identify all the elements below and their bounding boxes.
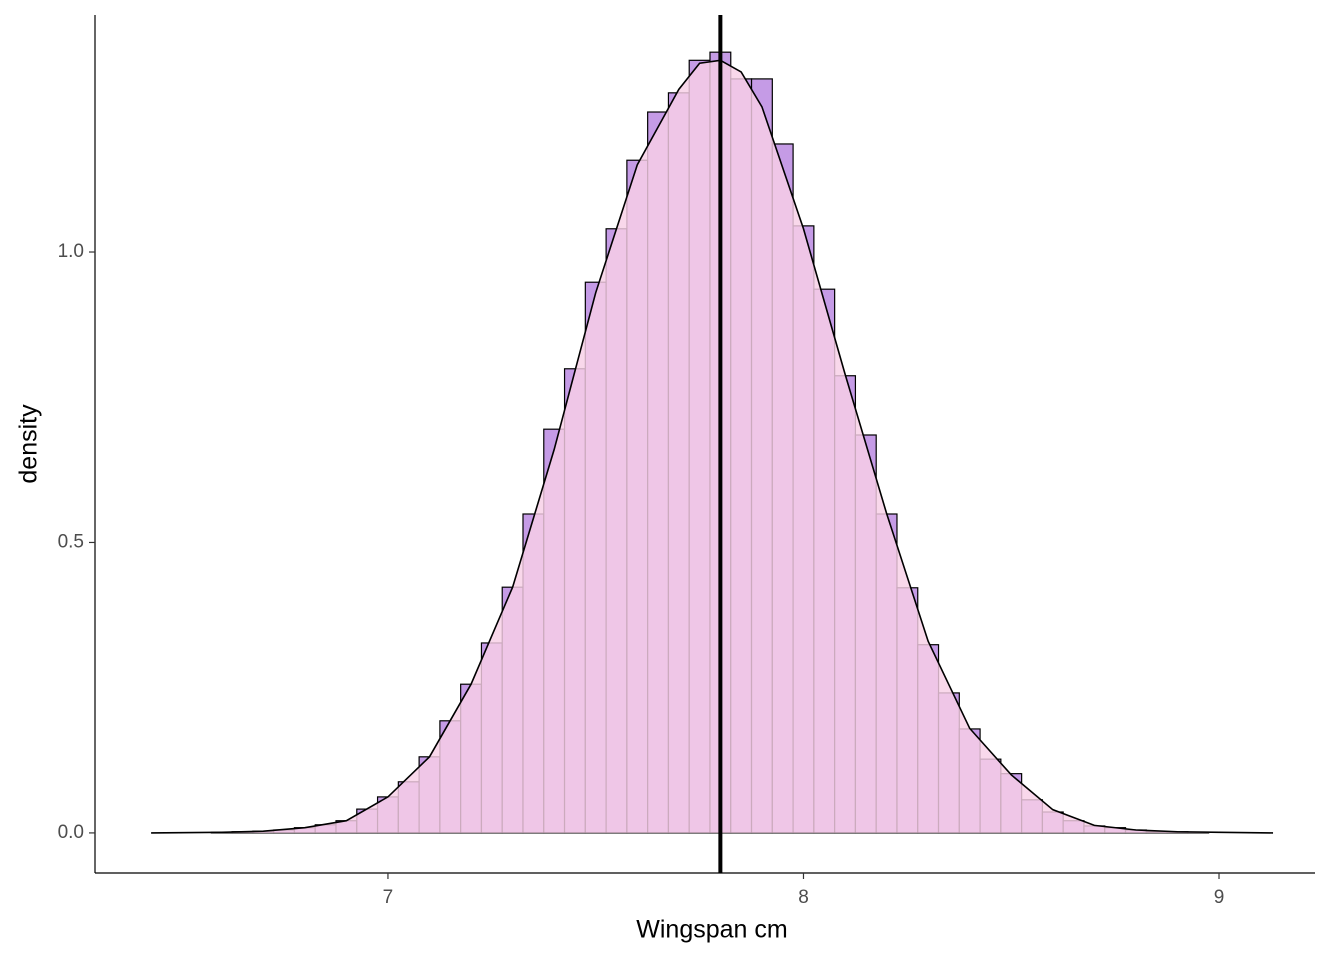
x-tick-label: 7 — [383, 887, 394, 908]
y-tick-label: 1.0 — [58, 241, 84, 262]
density-area — [151, 60, 1274, 833]
x-axis-title: Wingspan cm — [636, 916, 787, 944]
y-tick-label: 0.5 — [58, 531, 84, 552]
y-axis-title: density — [15, 404, 43, 484]
x-tick-label: 8 — [798, 887, 809, 908]
y-tick-label: 0.0 — [58, 822, 84, 843]
x-tick-label: 9 — [1214, 887, 1225, 908]
